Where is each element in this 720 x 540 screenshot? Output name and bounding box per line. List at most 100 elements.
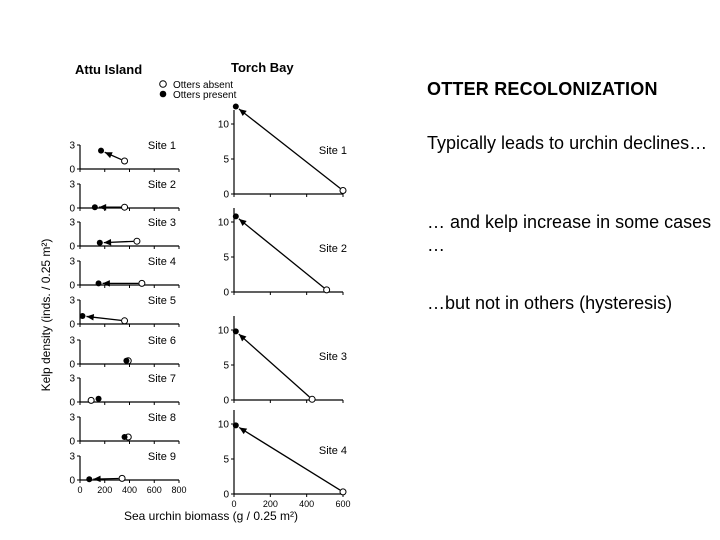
torch-site-3-y-tick-label: 5 — [223, 361, 229, 372]
torch-site-1-y-tick-label: 0 — [223, 190, 229, 201]
attu-site-7-y-tick-label: 0 — [69, 398, 75, 409]
attu-site-3-label: Site 3 — [148, 217, 176, 229]
attu-site-3-otters-present-point — [96, 239, 103, 246]
attu-site-5-otters-present-point — [79, 313, 86, 319]
attu-site-8-y-tick-label: 0 — [69, 437, 75, 448]
torch-site-2-y-tick-label: 0 — [223, 288, 229, 299]
torch-site-4-otters-absent-point — [339, 488, 347, 496]
slide-heading: OTTER RECOLONIZATION — [427, 79, 658, 99]
bullet-hysteresis: …but not in others (hysteresis) — [427, 293, 673, 313]
attu-site-2-arrowhead — [98, 203, 107, 211]
torch-site-2-otters-absent-point — [323, 286, 331, 294]
attu-site-4-y-tick-label: 0 — [69, 281, 75, 292]
attu-x-tick-label: 200 — [97, 485, 112, 495]
legend-otters-absent-marker — [159, 80, 167, 88]
attu-site-4-arrowhead — [102, 280, 110, 287]
torch-site-3-y-tick-label: 10 — [218, 326, 230, 337]
attu-site-1-otters-present-point — [98, 147, 105, 154]
torch-site-4-arrowhead — [239, 427, 248, 435]
attu-site-6-y-tick-label: 0 — [69, 360, 75, 371]
attu-x-tick-label: 600 — [147, 485, 162, 495]
attu-site-1-arrowhead — [104, 152, 113, 159]
attu-site-6-y-tick-label: 3 — [69, 336, 75, 347]
attu-site-9-otters-present-point — [86, 476, 93, 483]
torch-site-1-y-tick-label: 5 — [223, 155, 229, 166]
torch-site-4-y-tick-label: 10 — [218, 420, 230, 431]
attu-site-5-label: Site 5 — [148, 295, 176, 307]
attu-site-9-label: Site 9 — [148, 451, 176, 463]
attu-site-3-otters-absent-point — [133, 237, 141, 245]
attu-site-2-otters-absent-point — [121, 203, 129, 211]
legend-otters-present-marker — [159, 90, 167, 98]
attu-site-4-label: Site 4 — [148, 256, 176, 268]
x-axis-label: Sea urchin biomass (g / 0.25 m²) — [124, 509, 298, 523]
figure-labels: 0 200 400 600 800 0 200 400 600 Attu Island Torch … — [39, 60, 351, 523]
torch-site-1-label: Site 1 — [319, 145, 347, 157]
torch-site-2-arrowhead — [238, 218, 247, 227]
torch-site-3-y-tick-label: 0 — [223, 396, 229, 407]
attu-site-6-label: Site 6 — [148, 335, 176, 347]
attu-site-1-y-tick-label: 3 — [69, 141, 75, 152]
torch-site-4-otters-present-point — [232, 422, 239, 429]
torch-site-4-trajectory-line — [238, 426, 341, 491]
attu-site-2-label: Site 2 — [148, 179, 176, 191]
legend-otters-absent-label: Otters absent — [173, 80, 233, 91]
legend-otters-present-label: Otters present — [173, 90, 237, 101]
torch-site-3-arrowhead — [238, 334, 247, 342]
torch-x-tick-label: 600 — [335, 499, 350, 509]
attu-site-5-otters-absent-point — [121, 317, 129, 325]
torch-site-1-trajectory-line — [238, 108, 341, 189]
torch-site-1-otters-absent-point — [339, 187, 347, 194]
torch-site-2-otters-present-point — [232, 213, 239, 220]
attu-site-5-y-tick-label: 3 — [69, 296, 75, 307]
torch-site-1-arrowhead — [238, 108, 247, 117]
attu-site-9-y-tick-label: 0 — [69, 476, 75, 487]
attu-site-4-otters-present-point — [95, 280, 102, 287]
torch-x-tick-label: 0 — [231, 499, 236, 509]
torch-site-4-y-tick-label: 5 — [223, 455, 229, 466]
attu-site-4-otters-absent-point — [138, 279, 146, 287]
attu-site-8-otters-present-point — [121, 434, 128, 440]
torch-site-2-y-tick-label: 5 — [223, 253, 229, 264]
attu-site-5-y-tick-label: 0 — [69, 320, 75, 331]
torch-site-1-y-tick-label: 10 — [218, 120, 230, 131]
torch-bay-title: Torch Bay — [231, 60, 294, 75]
attu-site-2-y-tick-label: 3 — [69, 180, 75, 191]
attu-x-tick-label: 800 — [171, 485, 186, 495]
attu-x-tick-label: 400 — [122, 485, 137, 495]
torch-site-4-label: Site 4 — [319, 445, 347, 457]
torch-site-3-label: Site 3 — [319, 351, 347, 363]
torch-site-3-otters-absent-point — [308, 395, 316, 403]
torch-site-4-y-tick-label: 0 — [223, 490, 229, 501]
attu-site-3-y-tick-label: 3 — [69, 218, 75, 229]
attu-site-7-otters-absent-point — [87, 396, 95, 404]
attu-site-4-y-tick-label: 3 — [69, 257, 75, 268]
attu-site-7-y-tick-label: 3 — [69, 374, 75, 385]
attu-site-9-otters-absent-point — [118, 474, 126, 482]
bullet-urchin-decline: Typically leads to urchin declines… — [427, 133, 708, 153]
attu-site-9-arrowhead — [93, 475, 101, 483]
torch-site-2-trajectory-line — [238, 218, 325, 289]
attu-x-tick-label: 0 — [77, 485, 82, 495]
attu-site-9-y-tick-label: 3 — [69, 452, 75, 463]
attu-site-8-y-tick-label: 3 — [69, 413, 75, 424]
attu-site-7-label: Site 7 — [148, 373, 176, 385]
attu-site-5-arrowhead — [86, 314, 95, 321]
torch-site-2-label: Site 2 — [319, 243, 347, 255]
attu-site-7-otters-present-point — [95, 395, 102, 402]
attu-island-title: Attu Island — [75, 62, 142, 77]
attu-site-1-label: Site 1 — [148, 140, 176, 152]
y-axis-label: Kelp density (inds. / 0.25 m²) — [39, 239, 53, 392]
attu-site-3-arrowhead — [103, 239, 112, 246]
torch-site-2-y-tick-label: 10 — [218, 218, 230, 229]
torch-x-tick-label: 400 — [299, 499, 314, 509]
torch-x-tick-label: 200 — [263, 499, 278, 509]
attu-site-1-y-tick-label: 0 — [69, 165, 75, 176]
attu-site-3-y-tick-label: 0 — [69, 242, 75, 253]
attu-site-8-label: Site 8 — [148, 412, 176, 424]
torch-site-3-otters-present-point — [232, 328, 239, 335]
attu-island-chart: 0 3 Site 1 0 3 Site 2 0 3 Site 3 0 3 Site 4 0 3 Site 5… — [69, 140, 180, 487]
attu-site-2-otters-present-point — [91, 204, 98, 211]
torch-bay-chart: 0 5 10 Site 1 0 5 10 Site 2 0 5 10 Site 3 0 5 10 Site 4 — [218, 103, 347, 501]
